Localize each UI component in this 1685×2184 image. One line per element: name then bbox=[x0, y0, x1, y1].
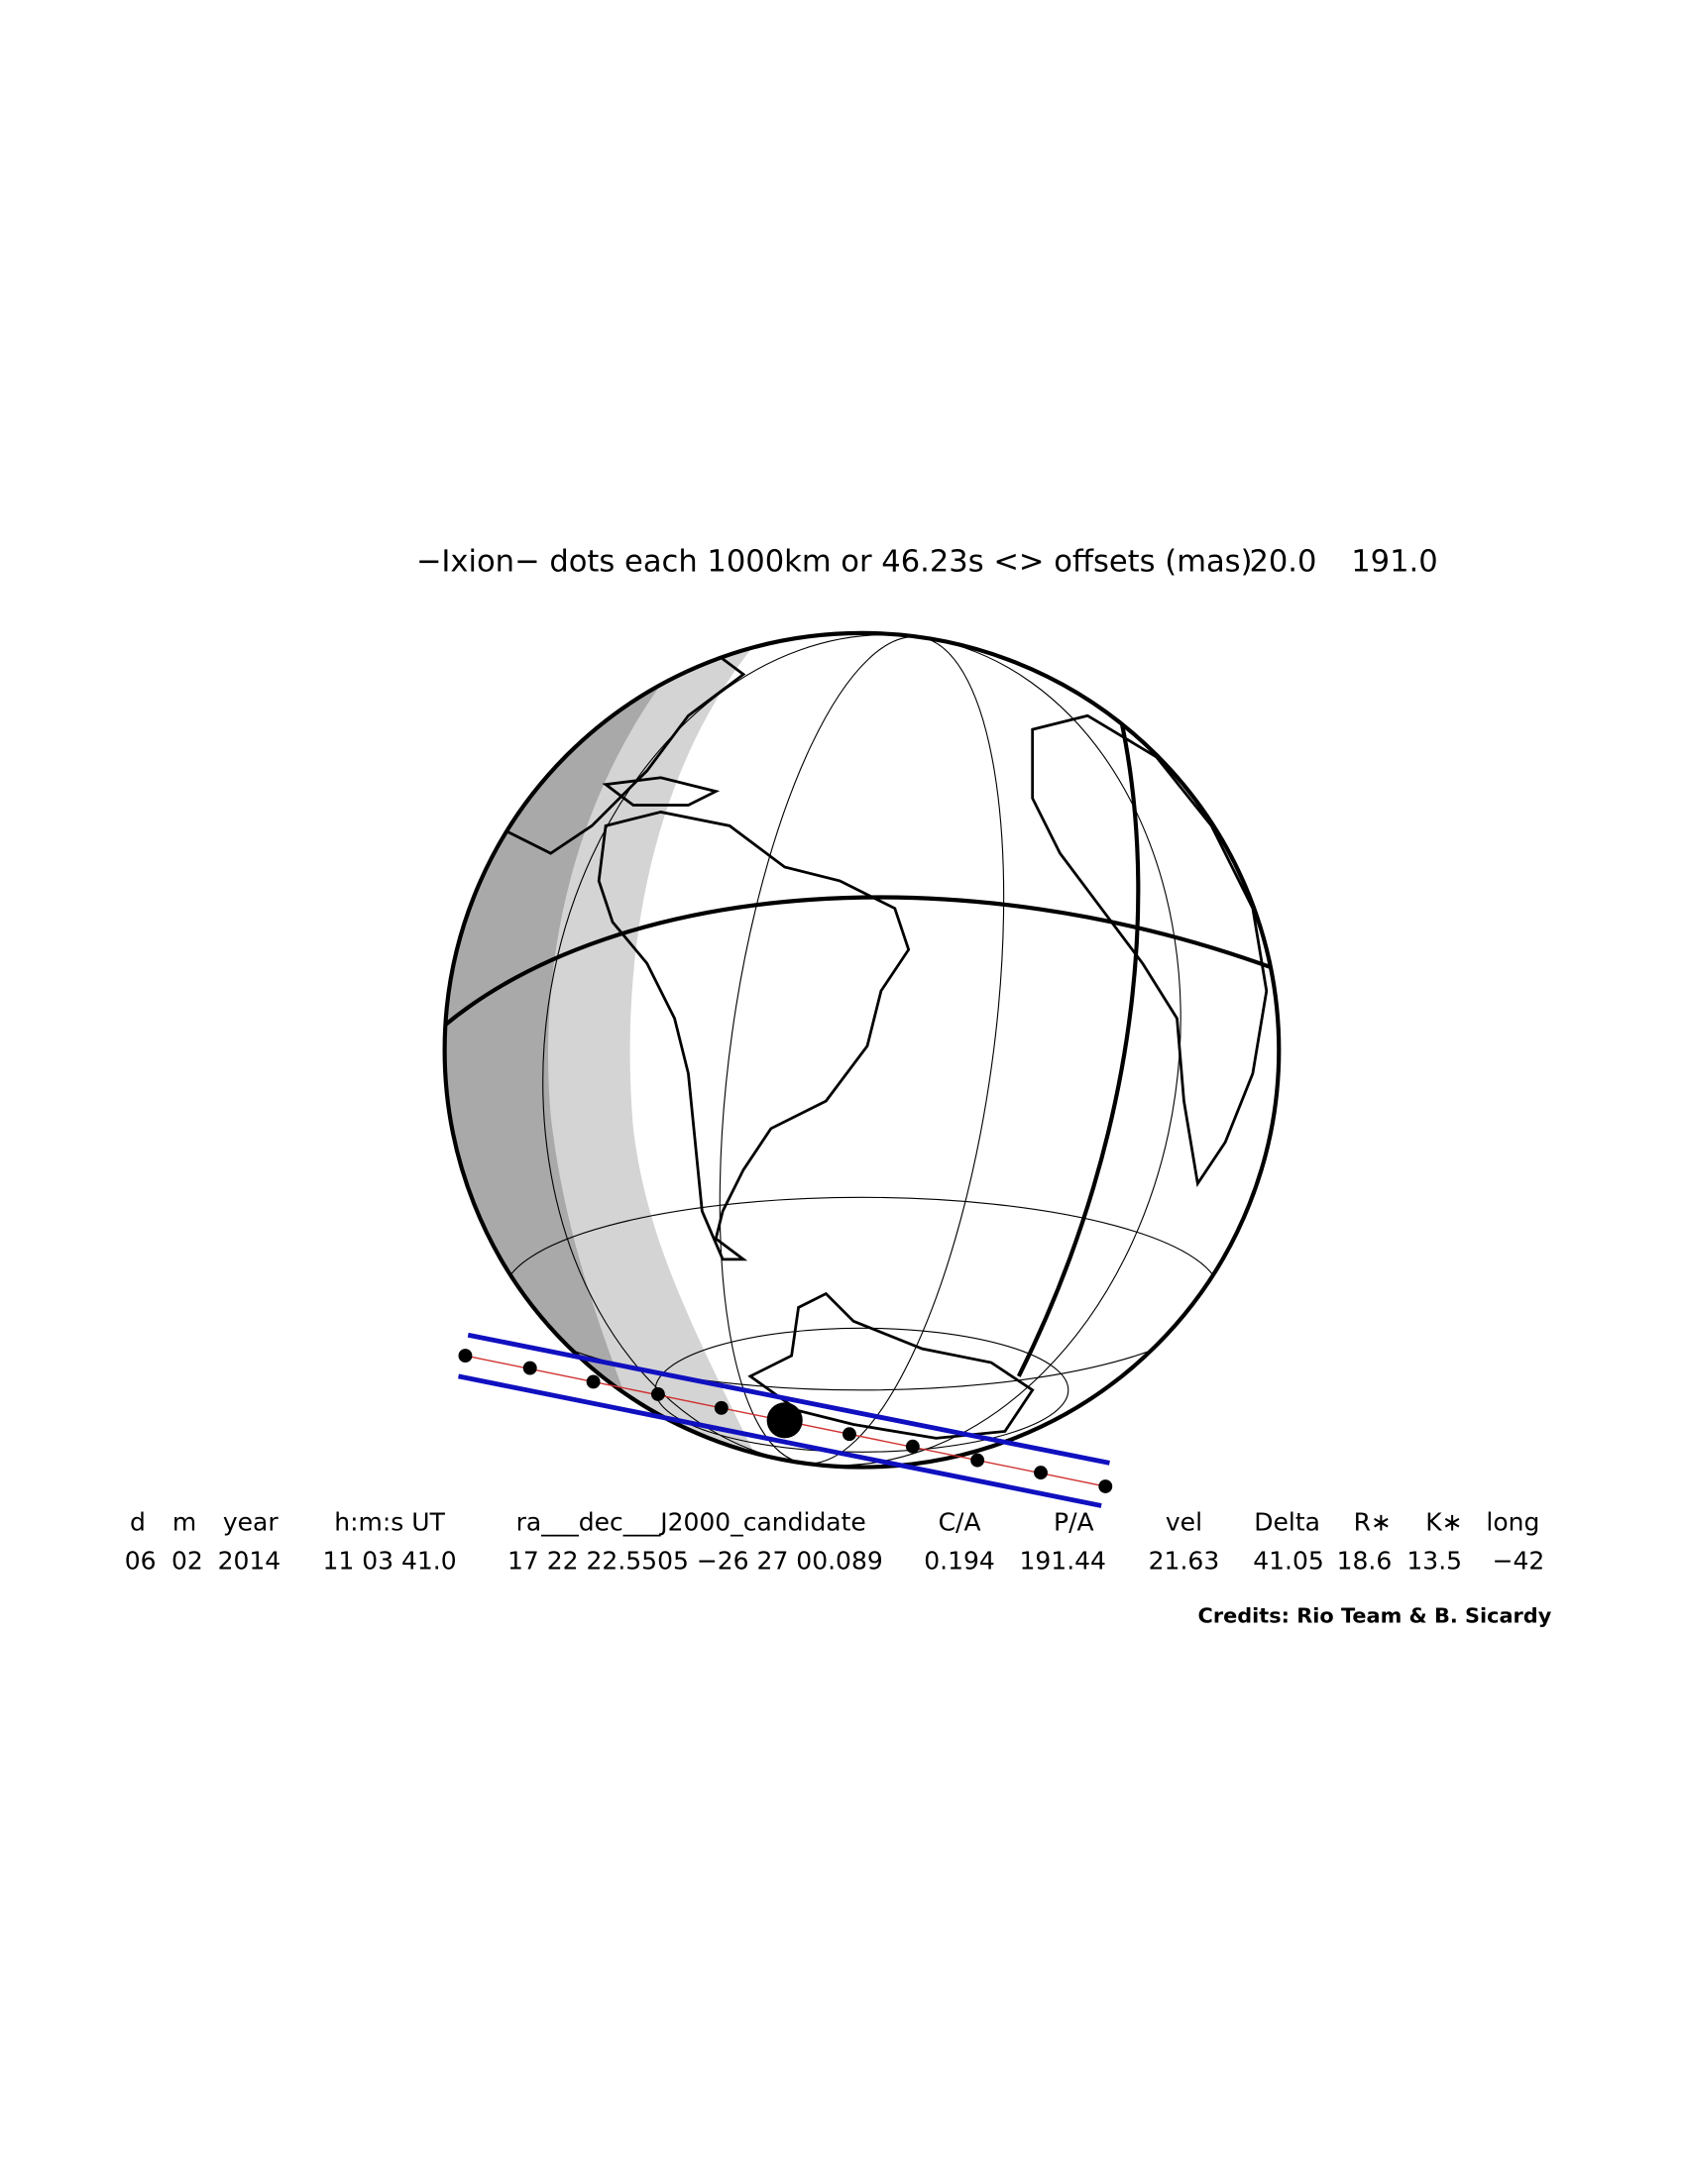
header: d bbox=[130, 1507, 146, 1536]
header: K∗ bbox=[1425, 1507, 1462, 1536]
value: 0.194 bbox=[924, 1546, 995, 1575]
value: 11 03 41.0 bbox=[322, 1546, 456, 1575]
header: R∗ bbox=[1354, 1507, 1392, 1536]
shadow-path bbox=[458, 1332, 1113, 1508]
value: 191.44 bbox=[1019, 1546, 1105, 1575]
plot: −Ixion− dots each 1000km or 46.23s <> of… bbox=[125, 544, 1552, 1627]
header: P/A bbox=[1054, 1507, 1094, 1536]
value: 17 22 22.5505 −26 27 00.089 bbox=[507, 1546, 883, 1575]
value: 13.5 bbox=[1406, 1546, 1462, 1575]
value: 21.63 bbox=[1149, 1546, 1220, 1575]
header: Delta bbox=[1254, 1507, 1320, 1536]
value: 2014 bbox=[218, 1546, 281, 1575]
header: vel bbox=[1166, 1507, 1202, 1536]
offset-y: 191.0 bbox=[1351, 544, 1437, 579]
value: −42 bbox=[1493, 1546, 1545, 1575]
header: m bbox=[172, 1507, 196, 1536]
value: 02 bbox=[171, 1546, 203, 1575]
table: d m year h:m:s UT ra___dec___J2000_candi… bbox=[125, 1507, 1545, 1575]
header: h:m:s UT bbox=[334, 1507, 445, 1536]
header: ra___dec___J2000_candidate bbox=[516, 1507, 866, 1536]
values: 06 02 2014 11 03 41.0 17 22 22.5505 −26 … bbox=[125, 1546, 1545, 1575]
credits: Credits: Rio Team & B. Sicardy bbox=[1198, 1604, 1552, 1628]
value: 41.05 bbox=[1253, 1546, 1324, 1575]
title: −Ixion− dots each 1000km or 46.23s <> of… bbox=[416, 544, 1253, 579]
globe bbox=[444, 632, 1280, 1468]
offset-x: 20.0 bbox=[1249, 544, 1316, 579]
headers: d m year h:m:s UT ra___dec___J2000_candi… bbox=[130, 1507, 1539, 1536]
value: 06 bbox=[125, 1546, 157, 1575]
header: long bbox=[1486, 1507, 1539, 1536]
header: C/A bbox=[939, 1507, 981, 1536]
header: year bbox=[223, 1507, 279, 1536]
value: 18.6 bbox=[1337, 1546, 1393, 1575]
